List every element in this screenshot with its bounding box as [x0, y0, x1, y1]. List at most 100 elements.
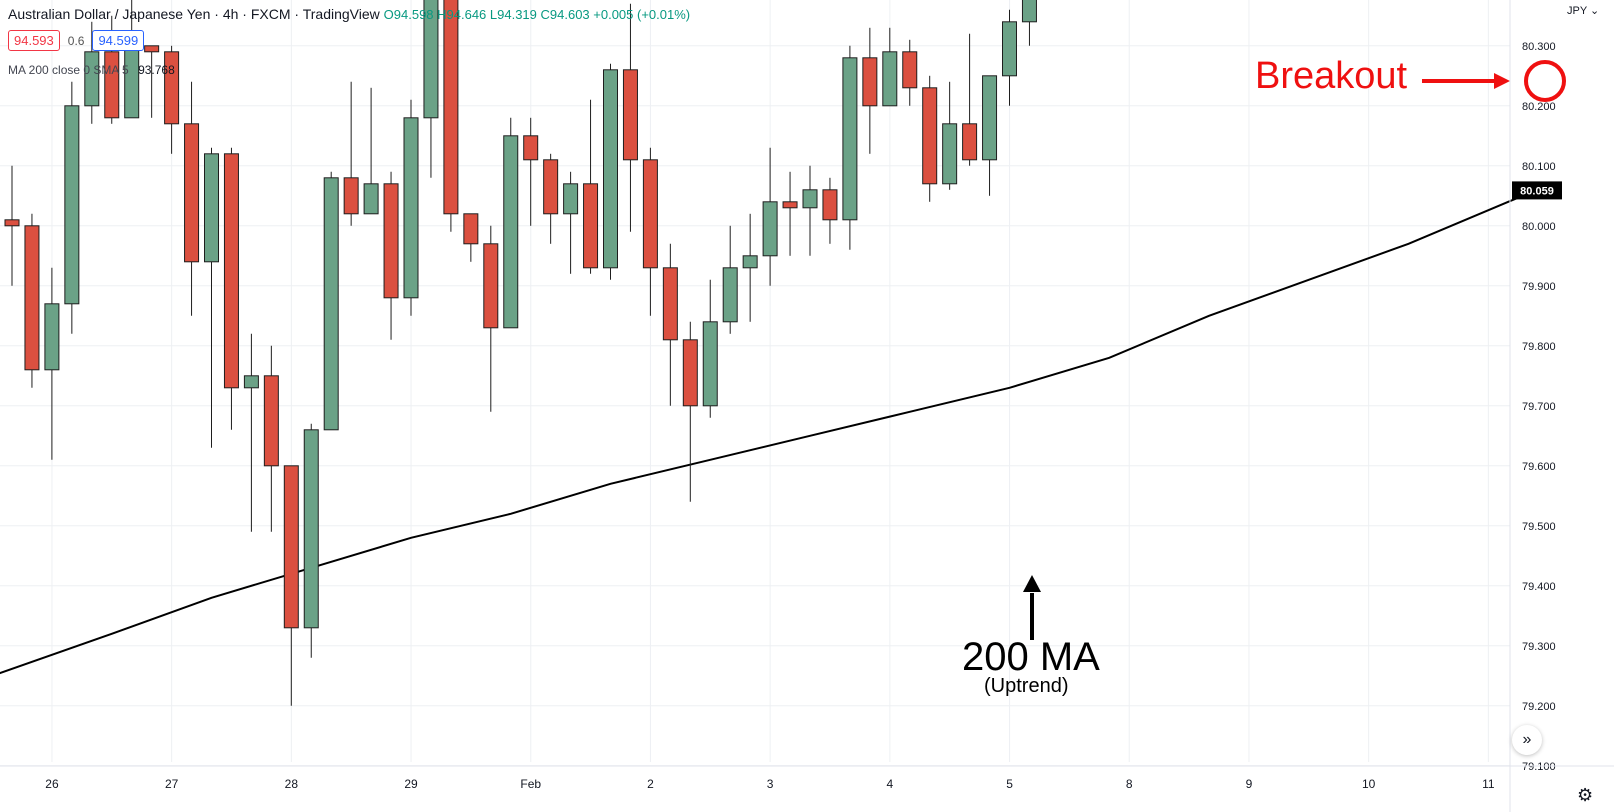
candle	[902, 39, 918, 106]
candle-body-down	[622, 69, 638, 161]
candle	[962, 33, 978, 166]
candle-body-up	[882, 51, 898, 107]
candle	[802, 165, 818, 256]
candle-body-down	[184, 123, 200, 263]
candle-body-down	[782, 201, 798, 209]
candle-body-up	[64, 105, 80, 305]
candle	[84, 21, 100, 124]
x-tick-label: 4	[887, 777, 894, 791]
breakout-circle	[1524, 60, 1566, 102]
ma-annotation: 200 MA	[962, 635, 1100, 679]
candle	[503, 117, 519, 329]
candle-body-up	[942, 123, 958, 185]
bid-ask-row: 94.593 0.6 94.599	[8, 30, 145, 51]
candle-body-up	[243, 375, 259, 389]
x-tick-label: 26	[45, 777, 59, 791]
candle-body-down	[343, 177, 359, 215]
x-tick-label: 3	[767, 777, 774, 791]
exchange: FXCM	[250, 6, 291, 22]
scroll-to-realtime-button[interactable]: »	[1512, 725, 1542, 755]
candle-body-up	[742, 255, 758, 269]
candle-body-up	[423, 0, 439, 119]
ma-200-line	[0, 189, 1537, 675]
candle	[243, 333, 259, 532]
candle	[403, 99, 419, 316]
x-tick-label: 2	[647, 777, 654, 791]
candle-body-up	[762, 201, 778, 257]
candle	[882, 27, 898, 107]
separator: ·	[214, 6, 219, 22]
candle-body-down	[543, 159, 559, 215]
candle-body-up	[303, 429, 319, 629]
candle-body-down	[962, 123, 978, 161]
y-tick-label: 80.200	[1522, 101, 1556, 113]
indicator-legend[interactable]: MA 200 close 0 SMA 5 93.768	[8, 63, 175, 77]
gear-icon[interactable]: ⚙	[1577, 785, 1594, 805]
y-tick-label: 79.500	[1522, 521, 1556, 533]
candle-body-up	[563, 183, 579, 215]
chevron-down-icon: ⌄	[1590, 5, 1600, 17]
candle	[982, 75, 998, 196]
candle	[603, 63, 618, 280]
interval[interactable]: 4h	[222, 6, 239, 22]
candle	[822, 177, 838, 244]
candle-body-down	[144, 45, 160, 53]
candle-body-down	[483, 243, 499, 329]
ask-price-button[interactable]: 94.599	[92, 30, 145, 51]
y-tick-label: 79.800	[1522, 341, 1556, 353]
candle-body-up	[1021, 0, 1037, 23]
separator: ·	[294, 6, 300, 22]
candle	[164, 45, 180, 154]
candle	[583, 99, 599, 274]
x-tick-label: 9	[1246, 777, 1253, 791]
candle	[64, 81, 80, 334]
currency-selector[interactable]: JPY ⌄	[1567, 4, 1599, 17]
y-tick-label: 79.900	[1522, 281, 1556, 293]
candle	[543, 153, 559, 244]
separator: ·	[242, 6, 247, 22]
candle	[483, 225, 499, 412]
source: TradingView	[302, 6, 380, 22]
candle-body-up	[1002, 21, 1017, 77]
candle-body-down	[223, 153, 239, 389]
annotation-overlay	[1023, 60, 1566, 640]
candle-body-down	[443, 0, 459, 215]
candle-body-up	[702, 321, 718, 407]
current-price-tag	[1512, 181, 1562, 200]
candle-body-down	[822, 189, 838, 221]
candle-body-up	[84, 51, 100, 107]
x-tick-label: 11	[1482, 777, 1495, 791]
y-tick-label: 79.300	[1522, 641, 1556, 653]
candle	[682, 321, 698, 502]
candle	[702, 279, 718, 418]
candle	[283, 465, 299, 706]
double-chevron-right-icon: »	[1522, 731, 1532, 748]
candle	[1021, 0, 1037, 46]
candle-body-down	[4, 219, 20, 227]
candle	[722, 225, 738, 334]
candle	[303, 423, 319, 658]
candle-body-up	[982, 75, 998, 161]
symbol-name[interactable]: Australian Dollar / Japanese Yen	[8, 6, 211, 22]
candle-body-up	[124, 45, 140, 119]
candle	[423, 0, 439, 178]
ohlc-values: O94.598 H94.646 L94.319 C94.603 +0.005 (…	[383, 7, 691, 22]
candle	[622, 3, 638, 232]
x-tick-label: 29	[404, 777, 418, 791]
x-tick-label: Feb	[520, 777, 541, 791]
bid-price-button[interactable]: 94.593	[8, 30, 60, 51]
candle-body-down	[922, 87, 938, 185]
uptrend-annotation: (Uptrend)	[984, 675, 1069, 697]
x-tick-label: 10	[1362, 777, 1376, 791]
candle	[842, 45, 858, 250]
y-tick-label: 79.200	[1522, 701, 1556, 713]
candle-body-up	[323, 177, 339, 431]
candle	[4, 165, 20, 286]
x-tick-label: 8	[1126, 777, 1133, 791]
y-tick-label: 79.400	[1522, 581, 1556, 593]
candle-body-up	[503, 135, 519, 329]
candle	[204, 147, 219, 448]
candle-body-down	[902, 51, 918, 89]
candle	[323, 171, 339, 431]
